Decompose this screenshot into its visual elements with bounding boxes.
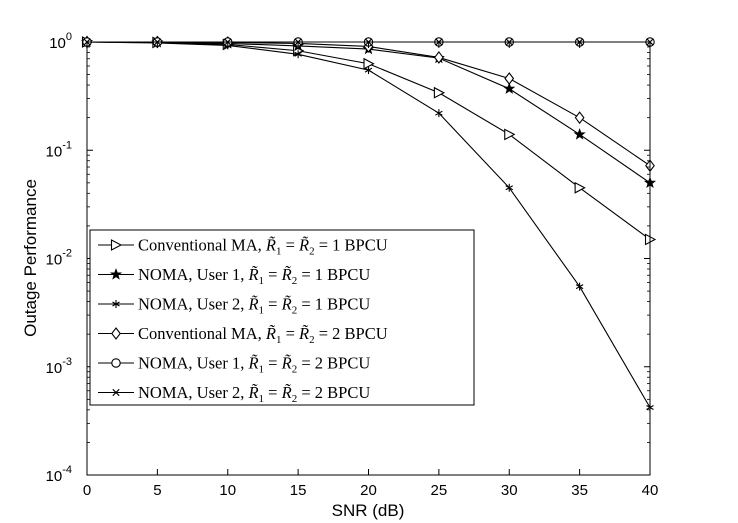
series-1-point xyxy=(433,86,446,99)
series-2-point xyxy=(573,128,586,140)
legend-entry-2: NOMA, User 1, R̃1 = R̃2 = 1 BPCU xyxy=(98,265,370,287)
legend-label: NOMA, User 1, R̃1 = R̃2 = 2 BPCU xyxy=(138,354,370,376)
x-tick-label: 25 xyxy=(431,482,448,499)
ticks-layer: 0 5 10 15 20 25 30 35 40 100 10-1 10-2 10-3 10-4 xyxy=(46,31,659,499)
x-tick-label: 0 xyxy=(83,482,91,499)
x-tick-label: 35 xyxy=(571,482,588,499)
legend-label: Conventional MA, R̃1 = R̃2 = 1 BPCU xyxy=(138,236,388,258)
series-4-point xyxy=(504,72,515,85)
legend-label: NOMA, User 1, R̃1 = R̃2 = 1 BPCU xyxy=(138,265,370,287)
legend-marker xyxy=(109,268,123,280)
legend-entry-6: NOMA, User 2, R̃1 = R̃2 = 2 BPCU xyxy=(98,383,370,405)
x-tick-label: 30 xyxy=(501,482,518,499)
legend-entry-5: NOMA, User 1, R̃1 = R̃2 = 2 BPCU xyxy=(98,354,370,376)
legend-entry-1: Conventional MA, R̃1 = R̃2 = 1 BPCU xyxy=(98,236,388,258)
y-tick-label: 100 xyxy=(49,31,72,52)
series-3-point xyxy=(364,66,373,75)
y-tick-label: 10-1 xyxy=(46,139,72,160)
series-3-point xyxy=(435,109,443,118)
legend-marker xyxy=(112,388,120,397)
legend-box xyxy=(89,229,475,406)
legend-label: NOMA, User 2, R̃1 = R̃2 = 2 BPCU xyxy=(138,383,370,405)
series-3-point xyxy=(294,50,302,59)
series-1-point xyxy=(574,181,586,194)
x-tick-label: 15 xyxy=(290,482,307,499)
legend-label: Conventional MA, R̃1 = R̃2 = 2 BPCU xyxy=(138,324,388,346)
series-2-point xyxy=(503,82,516,94)
series-3-point xyxy=(505,183,514,192)
series-1-point xyxy=(504,128,516,141)
x-axis-title: SNR (dB) xyxy=(332,501,405,520)
legend-marker xyxy=(112,300,120,308)
legend-label: NOMA, User 2, R̃1 = R̃2 = 1 BPCU xyxy=(138,295,370,317)
y-tick-label: 10-3 xyxy=(46,356,72,377)
legend: Conventional MA, R̃1 = R̃2 = 1 BPCU NOMA,… xyxy=(89,229,475,406)
y-tick-label: 10-4 xyxy=(46,464,72,485)
series-4-point xyxy=(574,111,585,125)
x-tick-label: 20 xyxy=(360,482,377,499)
legend-entry-3: NOMA, User 2, R̃1 = R̃2 = 1 BPCU xyxy=(98,295,370,317)
y-axis-title: Outage Performance xyxy=(21,179,40,337)
x-tick-label: 5 xyxy=(153,482,161,499)
legend-entry-4: Conventional MA, R̃1 = R̃2 = 2 BPCU xyxy=(98,324,388,346)
series-3-point xyxy=(575,282,584,291)
series-4-point xyxy=(433,51,444,64)
legend-marker xyxy=(111,327,121,340)
x-tick-label: 10 xyxy=(219,482,236,499)
legend-marker xyxy=(111,358,121,368)
legend-marker xyxy=(110,239,123,251)
y-tick-label: 10-2 xyxy=(46,248,72,269)
x-tick-label: 40 xyxy=(642,482,659,499)
